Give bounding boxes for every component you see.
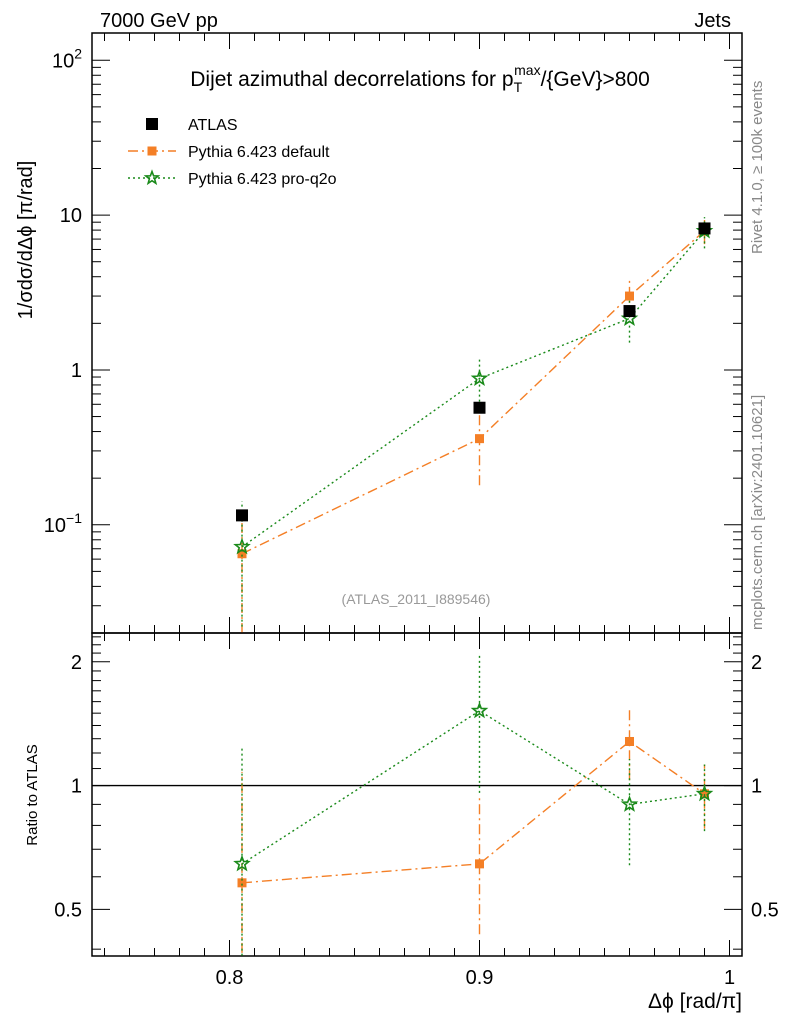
- x-tick-label: 0.8: [216, 967, 244, 989]
- rivet-label: Rivet 4.1.0, ≥ 100k events: [749, 81, 766, 254]
- ratio-y-tick-label: 0.5: [54, 899, 82, 921]
- ratio-data-point: [695, 784, 714, 802]
- main-data-point: [698, 222, 711, 235]
- main-series-pythia-6-423-pro-q2o: [233, 217, 714, 627]
- x-tick-label: 1: [724, 967, 735, 989]
- ratio-series-pythia-6-423-pro-q2o: [233, 654, 714, 956]
- ratio-series-layer: [92, 654, 742, 956]
- legend-label: ATLAS: [188, 117, 238, 134]
- main-series-pythia-6-423-default: [237, 219, 709, 633]
- main-axis-ticks: [92, 33, 742, 634]
- ratio-y-tick-label: 2: [71, 652, 82, 674]
- main-data-point: [625, 291, 634, 301]
- legend-marker: [147, 146, 157, 156]
- legend: ATLAS Pythia 6.423 default Pythia 6.423 pr…: [128, 117, 337, 188]
- ratio-frame: [91, 632, 743, 957]
- category-label: Jets: [694, 10, 731, 32]
- main-y-tick-label: 1: [71, 360, 82, 382]
- legend-marker: [146, 118, 158, 130]
- ratio-data-point: [233, 854, 251, 872]
- ratio-y-tick-label-right: 2: [751, 652, 762, 674]
- legend-item: ATLAS: [146, 117, 238, 134]
- ratio-y-tick-label-right: 0.5: [751, 899, 779, 921]
- title-prefix: Dijet azimuthal decorrelations for p: [190, 68, 513, 91]
- main-data-point: [475, 434, 484, 444]
- main-y-tick-label: 10−1: [44, 510, 82, 537]
- x-axis-label: Δϕ [rad/π]: [648, 990, 742, 1013]
- main-data-point: [236, 509, 248, 522]
- legend-marker: [143, 169, 161, 186]
- main-series-line: [241, 230, 705, 555]
- main-panel: 102 10 1 10−1 1/σdσ/dΔϕ [π/rad] Dijet azimu…: [15, 32, 743, 634]
- main-data-point: [470, 369, 489, 387]
- title-subscript: T: [514, 79, 523, 95]
- ratio-y-axis-label: Ratio to ATLAS: [24, 744, 41, 845]
- legend-item: Pythia 6.423 default: [128, 144, 330, 161]
- mcplots-label: mcplots.cern.ch [arXiv:2401.10621]: [749, 395, 766, 630]
- main-y-tick-label: 102: [52, 45, 82, 72]
- ratio-data-point: [620, 795, 639, 812]
- ratio-data-point: [470, 701, 489, 719]
- legend-item: Pythia 6.423 pro-q2o: [128, 169, 337, 188]
- title-suffix: /{GeV}>800: [541, 68, 650, 91]
- main-data-point: [237, 549, 247, 559]
- legend-label: Pythia 6.423 default: [188, 144, 330, 161]
- ratio-axis-ticks: [92, 633, 742, 956]
- ratio-series-line: [241, 709, 705, 865]
- ratio-panel: 2 2 1 1 0.5 0.5 0.8 0.9 1 Ratio to ATLAS Δϕ [rad…: [24, 632, 779, 1013]
- main-data-point: [623, 305, 636, 318]
- ratio-data-point: [625, 736, 634, 746]
- main-y-axis-label: 1/σdσ/dΔϕ [π/rad]: [15, 161, 37, 320]
- ratio-y-tick-label: 1: [71, 776, 82, 798]
- ratio-tick-labels: 2 2 1 1 0.5 0.5 0.8 0.9 1: [54, 652, 779, 989]
- ratio-series-line: [241, 740, 705, 884]
- main-data-point: [233, 537, 251, 555]
- legend-label: Pythia 6.423 pro-q2o: [188, 171, 337, 188]
- main-series-line: [241, 230, 706, 548]
- x-tick-label: 0.9: [466, 967, 494, 989]
- energy-label: 7000 GeV pp: [100, 10, 218, 32]
- main-series-layer: [233, 217, 714, 633]
- main-y-tick-labels: 102 10 1 10−1: [44, 45, 82, 537]
- main-chart-title: Dijet azimuthal decorrelations for pTmax…: [190, 62, 650, 95]
- main-series-atlas: [236, 222, 711, 522]
- ratio-data-point: [237, 878, 247, 888]
- ratio-y-tick-label-right: 1: [751, 776, 762, 798]
- main-y-tick-label: 10: [60, 205, 82, 227]
- ratio-data-point: [475, 859, 484, 869]
- title-superscript: max: [514, 62, 540, 78]
- main-data-point: [473, 401, 486, 414]
- analysis-id-label: (ATLAS_2011_I889546): [342, 591, 491, 607]
